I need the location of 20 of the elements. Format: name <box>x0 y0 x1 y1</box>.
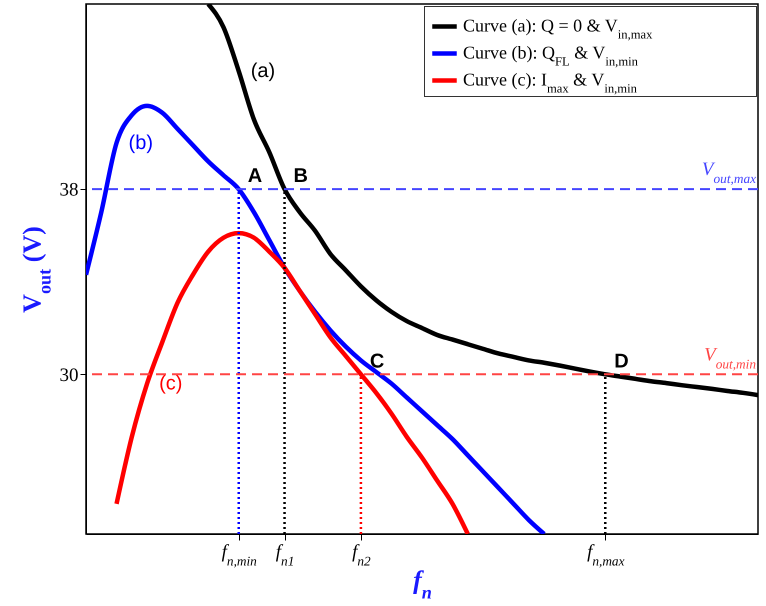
annotation: (c) <box>159 372 182 395</box>
ref-line-label: V$_{out,min}$ <box>704 344 756 371</box>
annotation: A <box>248 165 262 188</box>
annotation: B <box>294 165 308 188</box>
annotation: (b) <box>128 132 153 154</box>
x-tick-label: f$_{n2}$ <box>352 542 372 568</box>
annotation: (a) <box>250 60 276 82</box>
x-tick-label: f$_{n1}$ <box>276 542 294 568</box>
y-tick-label: 38 <box>60 180 78 201</box>
x-tick-label: f$_{n,min}$ <box>222 542 258 568</box>
legend-label: Curve (b): Q$_{FL}$ & V$_{in,min}$ <box>463 42 639 68</box>
legend-label: Curve (a): Q = 0 & V$_{in,max}$ <box>463 16 654 42</box>
annotation: C <box>370 350 384 372</box>
x-axis-title: f$_{n}$ <box>413 566 432 602</box>
y-tick-label: 30 <box>60 364 78 386</box>
line-series <box>114 230 470 534</box>
x-tick-label: f$_{n,max}$ <box>587 542 625 568</box>
annotation: D <box>614 350 629 372</box>
ref-line-label: V$_{out,max}$ <box>702 159 756 186</box>
legend-label: Curve (c): I$_{max}$ & V$_{in,min}$ <box>463 70 638 96</box>
